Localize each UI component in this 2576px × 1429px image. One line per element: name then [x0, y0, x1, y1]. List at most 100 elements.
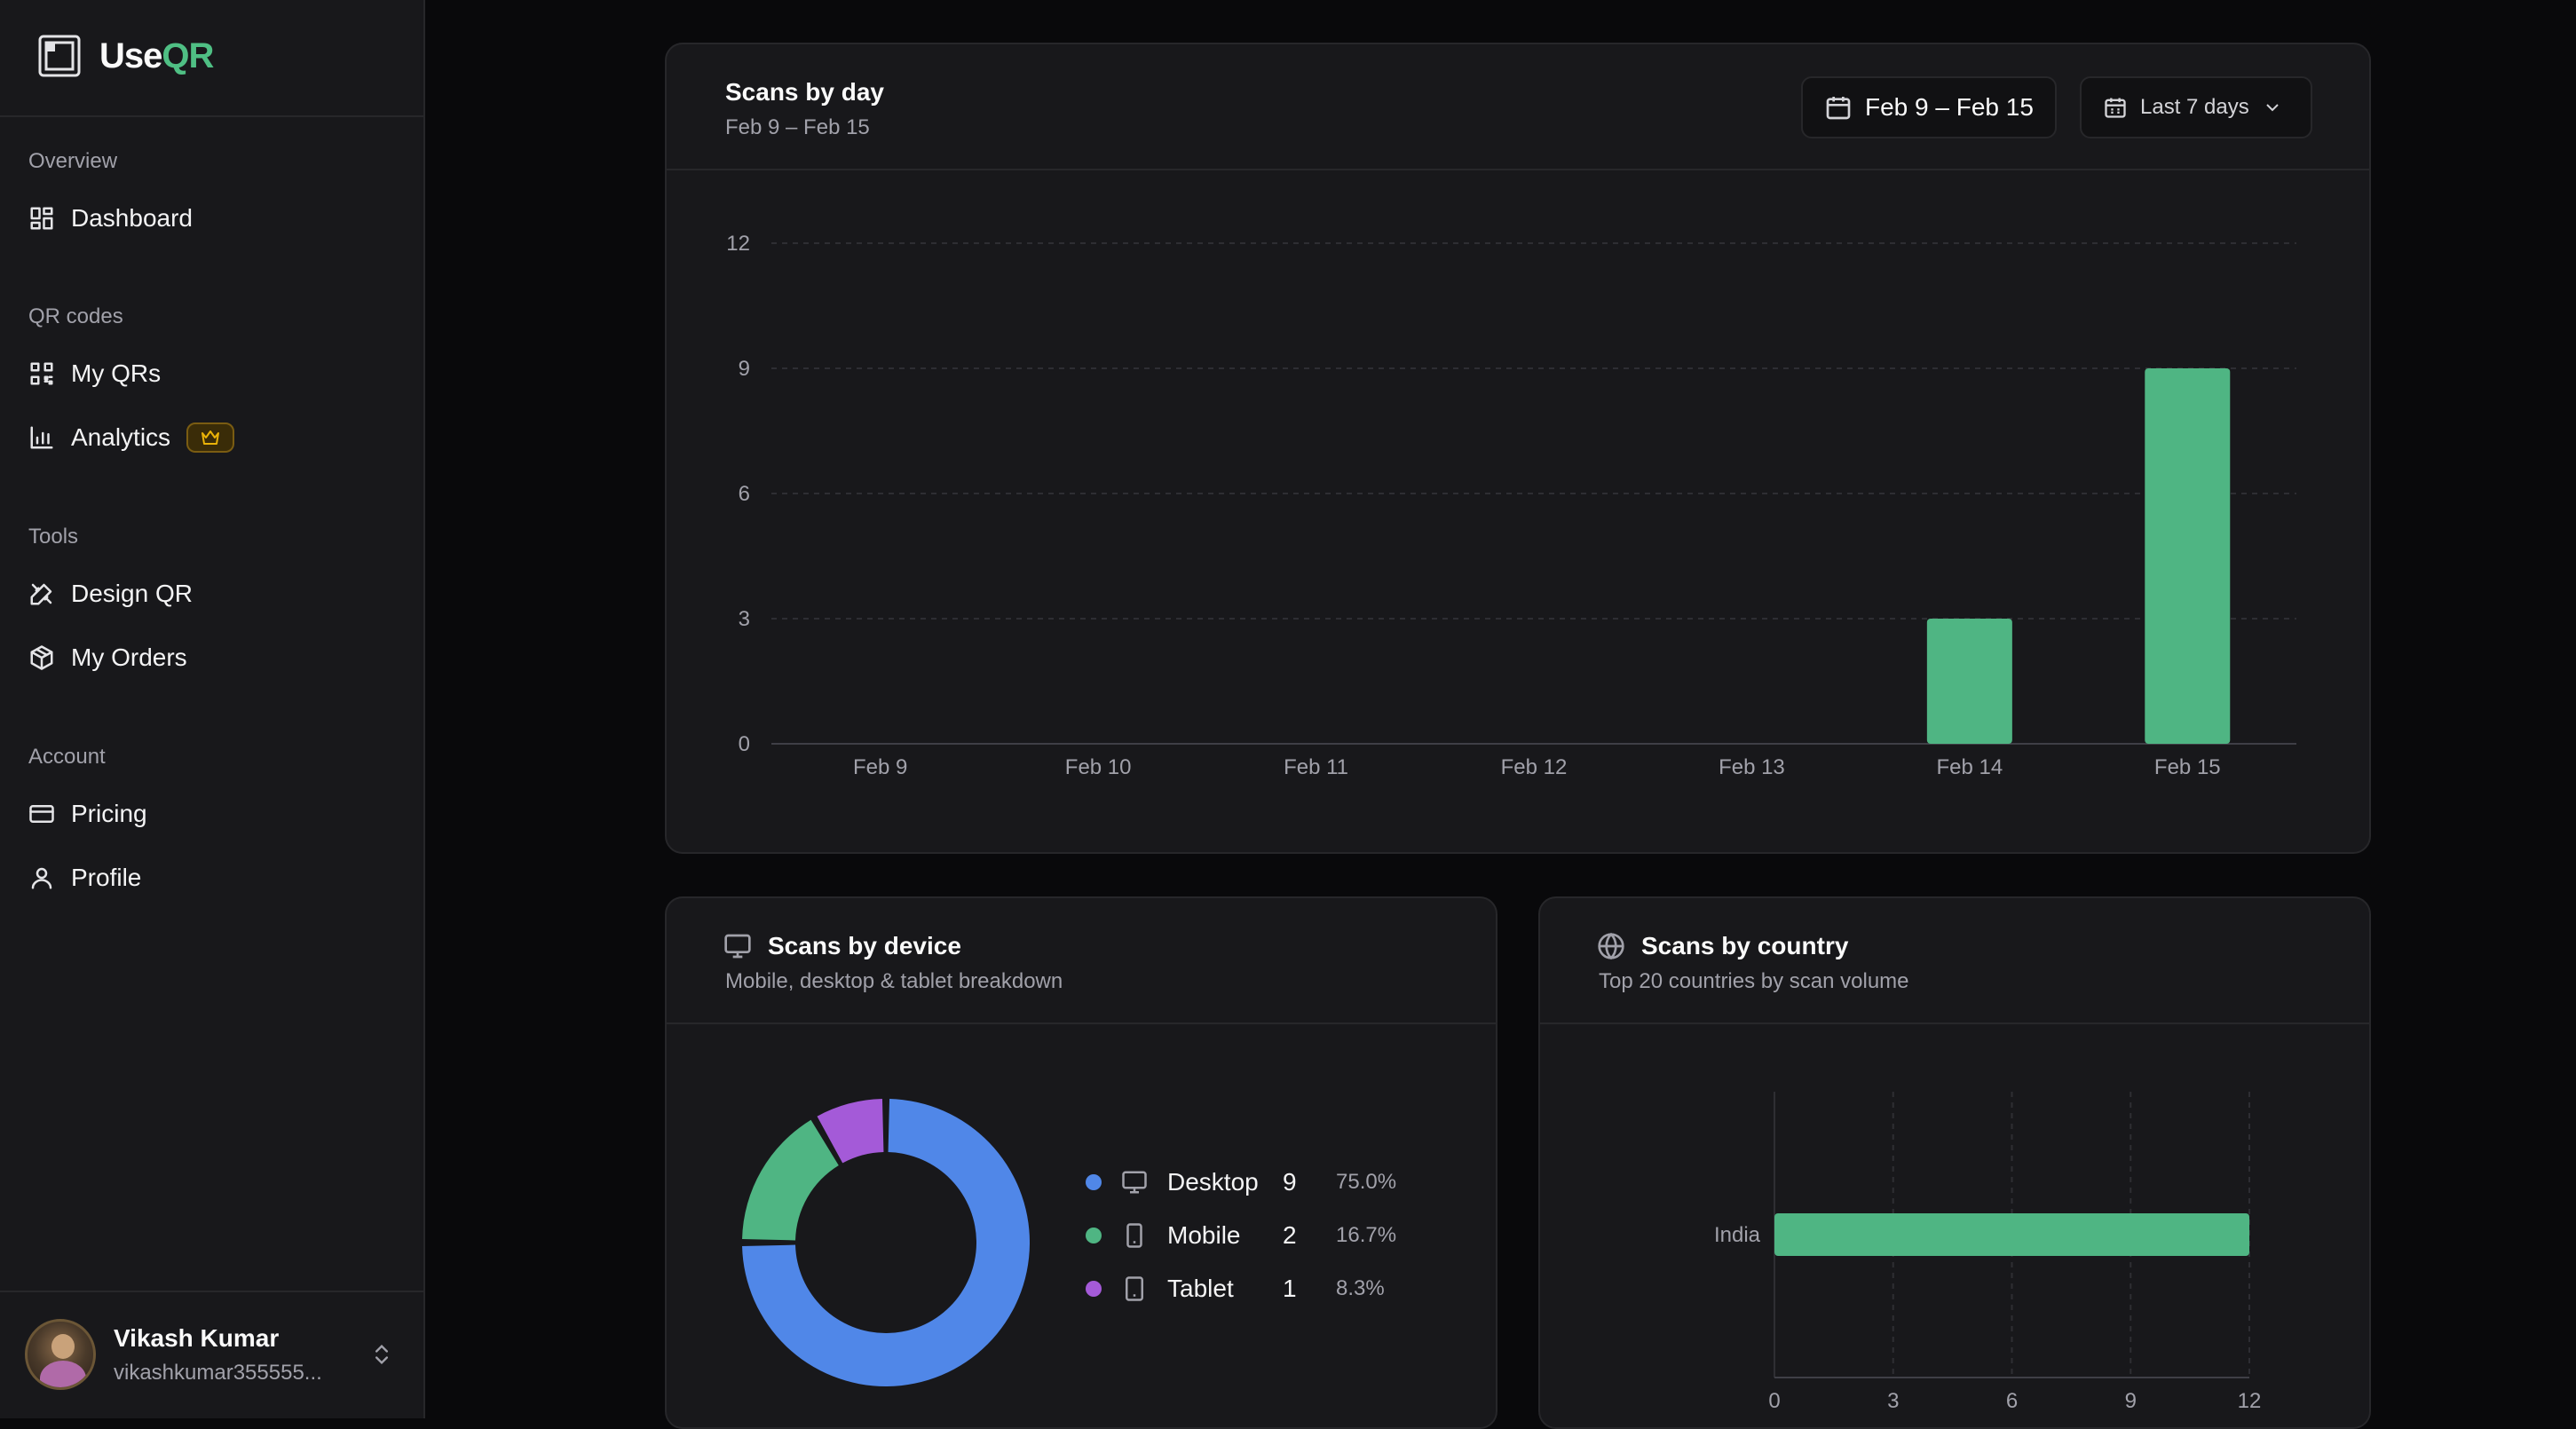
date-range-label: Feb 9 – Feb 15	[1865, 93, 2034, 121]
donut-slice-mobile	[742, 1119, 839, 1241]
sidebar-item-label: My Orders	[71, 643, 187, 671]
user-name: Vikash Kumar	[114, 1324, 280, 1352]
sidebar-item-label: Profile	[71, 864, 142, 891]
x-tick-label: 3	[1887, 1389, 1899, 1413]
user-email: vikashkumar355555...	[114, 1361, 322, 1385]
card-header: Scans by country Top 20 countries by sca…	[1540, 898, 2369, 1024]
app-name: UseQR	[99, 36, 214, 75]
sidebar-item-profile[interactable]: Profile	[28, 858, 141, 897]
sidebar-item-label: Pricing	[71, 800, 147, 827]
period-select-value: Last 7 days	[2140, 95, 2249, 119]
sidebar-item-pricing[interactable]: Pricing	[28, 794, 147, 833]
scans-by-country-card: Scans by country Top 20 countries by sca…	[1538, 896, 2371, 1429]
card-subtitle: Feb 9 – Feb 15	[725, 115, 870, 139]
sidebar-divider	[0, 1291, 425, 1292]
y-tick-label: 0	[739, 732, 750, 756]
card-subtitle: Top 20 countries by scan volume	[1599, 969, 1909, 993]
bar	[1774, 1213, 2249, 1256]
design-tools-icon	[30, 583, 52, 605]
legend-item-desktop: Desktop 9 75.0%	[1086, 1165, 1396, 1200]
group-label-qr-codes: QR codes	[28, 304, 123, 328]
y-tick-label: 3	[739, 607, 750, 631]
y-tick-label: 9	[739, 357, 750, 381]
app-logo[interactable]: UseQR	[37, 34, 214, 78]
y-tick-label: 6	[739, 482, 750, 506]
sidebar-item-analytics[interactable]: Analytics	[28, 418, 235, 457]
package-icon	[30, 645, 53, 670]
sidebar-item-my-orders[interactable]: My Orders	[28, 638, 187, 677]
chevron-down-icon	[2266, 104, 2279, 112]
tablet-icon	[1126, 1276, 1143, 1301]
card-subtitle: Mobile, desktop & tablet breakdown	[725, 969, 1063, 993]
card-title: Scans by country	[1641, 932, 1849, 959]
sidebar-item-my-qrs[interactable]: My QRs	[28, 354, 161, 393]
sidebar-item-label: Dashboard	[71, 204, 193, 232]
scans-by-country-chart: 0 3 6 9 12 India	[1714, 1092, 2262, 1413]
y-tick-label: India	[1714, 1223, 1761, 1247]
sidebar-item-label: Analytics	[71, 423, 171, 451]
user-menu[interactable]: Vikash Kumar vikashkumar355555...	[0, 1292, 425, 1418]
globe-icon	[1598, 932, 1624, 960]
x-tick-label: 0	[1768, 1389, 1780, 1413]
sidebar-item-design-qr[interactable]: Design QR	[28, 574, 193, 613]
sidebar-item-label: Design QR	[71, 580, 193, 607]
avatar	[25, 1319, 96, 1390]
legend-item-mobile: Mobile 2 16.7%	[1086, 1218, 1396, 1253]
sidebar-divider	[0, 115, 425, 117]
group-label-tools: Tools	[28, 525, 79, 549]
chevrons-up-down-icon	[375, 1345, 388, 1364]
donut-slice-tablet	[817, 1099, 884, 1164]
group-label-overview: Overview	[28, 149, 118, 173]
sidebar-item-label: My QRs	[71, 359, 162, 387]
legend-dot	[1086, 1174, 1102, 1190]
legend-percent: 16.7%	[1336, 1223, 1397, 1247]
x-tick-label: Feb 10	[1065, 755, 1132, 779]
scans-by-day-chart: 0 3 6 9 12 Feb 9 Feb 10 Feb 11 Feb 12 Feb 13 Feb 1…	[726, 232, 2296, 779]
legend-dot	[1086, 1228, 1102, 1243]
smartphone-icon	[1126, 1223, 1142, 1248]
qr-code-icon	[30, 362, 53, 385]
device-donut-chart	[742, 1099, 1030, 1386]
premium-badge	[186, 422, 235, 453]
logo-icon	[38, 35, 81, 77]
sidebar: UseQR Overview Dashboard QR codes My QRs…	[0, 0, 425, 1418]
date-range-button[interactable]: Feb 9 – Feb 15	[1801, 76, 2057, 138]
x-tick-label: 6	[2006, 1389, 2018, 1413]
legend-count: 2	[1283, 1221, 1297, 1249]
dashboard-icon	[30, 207, 53, 230]
legend-dot	[1086, 1281, 1102, 1297]
calendar-days-icon	[2105, 98, 2126, 118]
x-tick-label: Feb 12	[1501, 755, 1568, 779]
sidebar-item-dashboard[interactable]: Dashboard	[28, 199, 193, 238]
legend-item-tablet: Tablet 1 8.3%	[1086, 1271, 1385, 1307]
scans-by-day-card: Scans by day Feb 9 – Feb 15 Feb 9 – Feb …	[665, 43, 2371, 854]
legend-label: Tablet	[1167, 1275, 1234, 1302]
card-title: Scans by day	[725, 78, 884, 106]
legend-label: Mobile	[1167, 1221, 1241, 1249]
x-tick-label: Feb 14	[1936, 755, 2003, 779]
legend-percent: 8.3%	[1336, 1276, 1385, 1300]
x-tick-label: Feb 11	[1284, 755, 1348, 779]
x-tick-label: Feb 9	[853, 755, 907, 779]
x-tick-label: Feb 15	[2154, 755, 2221, 779]
group-label-account: Account	[28, 745, 106, 769]
user-icon	[31, 867, 52, 889]
legend-percent: 75.0%	[1336, 1170, 1397, 1194]
card-header: Scans by device Mobile, desktop & tablet…	[667, 898, 1496, 1024]
bar	[2145, 368, 2231, 744]
donut-slice-desktop	[742, 1099, 1030, 1386]
card-title: Scans by device	[768, 932, 961, 959]
card-header: Scans by day Feb 9 – Feb 15 Feb 9 – Feb …	[667, 44, 2369, 170]
monitor-icon	[1122, 1171, 1147, 1194]
x-tick-label: Feb 13	[1719, 755, 1785, 779]
x-tick-label: 9	[2125, 1389, 2137, 1413]
x-tick-label: 12	[2238, 1389, 2262, 1413]
scans-by-device-card: Scans by device Mobile, desktop & tablet…	[665, 896, 1497, 1429]
monitor-icon	[724, 934, 751, 959]
period-select[interactable]: Last 7 days	[2080, 76, 2312, 138]
legend-label: Desktop	[1167, 1168, 1259, 1196]
calendar-icon	[1826, 97, 1851, 120]
legend-count: 1	[1283, 1275, 1297, 1302]
y-tick-label: 12	[726, 232, 750, 256]
bar	[1926, 619, 2012, 744]
